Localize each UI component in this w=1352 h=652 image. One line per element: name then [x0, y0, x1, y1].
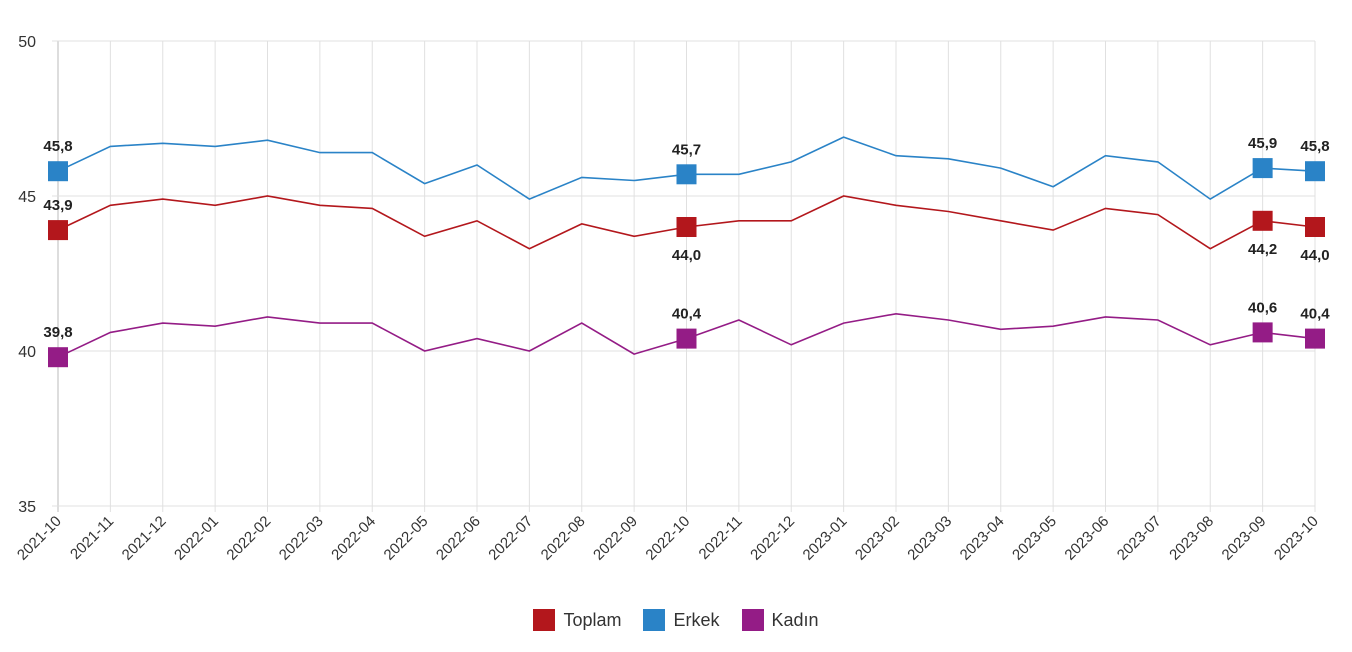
x-tick-label: 2021-12 [119, 513, 170, 564]
data-label: 40,6 [1248, 299, 1277, 316]
data-marker [1305, 217, 1325, 237]
x-tick-label: 2023-01 [799, 513, 850, 564]
data-marker [48, 161, 68, 182]
data-marker [48, 347, 68, 368]
y-tick-label: 45 [18, 189, 36, 206]
x-tick-label: 2022-08 [538, 513, 589, 564]
y-tick-label: 50 [18, 34, 36, 51]
x-tick-label: 2023-09 [1218, 513, 1269, 564]
x-tick-label: 2023-06 [1061, 513, 1112, 564]
data-marker [1252, 322, 1273, 343]
x-tick-label: 2023-02 [852, 513, 903, 564]
legend-item-erkek[interactable]: Erkek [643, 609, 720, 631]
data-label: 44,2 [1248, 241, 1277, 258]
x-tick-label: 2022-09 [590, 513, 641, 564]
data-label: 44,0 [1300, 247, 1329, 264]
legend-swatch [533, 609, 556, 631]
x-tick-label: 2023-07 [1114, 513, 1165, 564]
legend-swatch [643, 609, 666, 631]
x-tick-label: 2022-07 [485, 513, 536, 564]
data-marker [1305, 161, 1325, 182]
data-label: 40,4 [672, 306, 702, 323]
data-label: 44,0 [672, 247, 701, 264]
x-tick-label: 2022-10 [642, 513, 693, 564]
data-marker [676, 164, 697, 185]
data-marker [1252, 158, 1273, 179]
data-label: 45,8 [1300, 138, 1329, 155]
x-tick-label: 2022-01 [171, 513, 222, 564]
legend: Toplam Erkek Kadın [0, 609, 1352, 631]
x-tick-label: 2022-05 [380, 513, 431, 564]
x-tick-label: 2022-02 [223, 513, 274, 564]
y-tick-label: 40 [18, 344, 36, 361]
x-tick-label: 2022-04 [328, 513, 379, 564]
data-marker [1252, 210, 1273, 231]
data-label: 40,4 [1300, 306, 1330, 323]
x-tick-label: 2021-10 [14, 513, 65, 564]
data-label: 45,9 [1248, 135, 1277, 152]
y-tick-label: 35 [18, 499, 36, 516]
data-label: 45,7 [672, 141, 701, 158]
data-marker [676, 217, 697, 237]
data-marker [676, 328, 697, 349]
data-label: 43,9 [43, 197, 72, 214]
line-chart: 2021-10 2021-11 2021-12 2022-01 2022-02 2022-… [14, 34, 1330, 564]
legend-label: Toplam [563, 609, 622, 630]
x-tick-label: 2023-05 [1009, 513, 1060, 564]
x-tick-label: 2022-06 [433, 513, 484, 564]
x-tick-label: 2022-12 [747, 513, 798, 564]
legend-label: Erkek [673, 609, 720, 630]
x-tick-label: 2022-03 [276, 513, 327, 564]
data-label: 45,8 [43, 138, 72, 155]
legend-item-toplam[interactable]: Toplam [533, 609, 621, 631]
x-tick-label: 2023-03 [904, 513, 955, 564]
x-tick-label: 2021-11 [67, 513, 117, 563]
x-tick-label: 2023-04 [957, 513, 1008, 564]
data-label: 39,8 [43, 324, 72, 341]
data-marker [1305, 328, 1325, 349]
x-tick-label: 2023-10 [1271, 513, 1322, 564]
data-marker [48, 220, 68, 241]
x-tick-label: 2023-08 [1166, 513, 1217, 564]
legend-swatch [741, 609, 764, 631]
legend-label: Kadın [771, 609, 819, 630]
x-tick-label: 2022-11 [696, 513, 746, 563]
legend-item-kadın[interactable]: Kadın [741, 609, 819, 631]
